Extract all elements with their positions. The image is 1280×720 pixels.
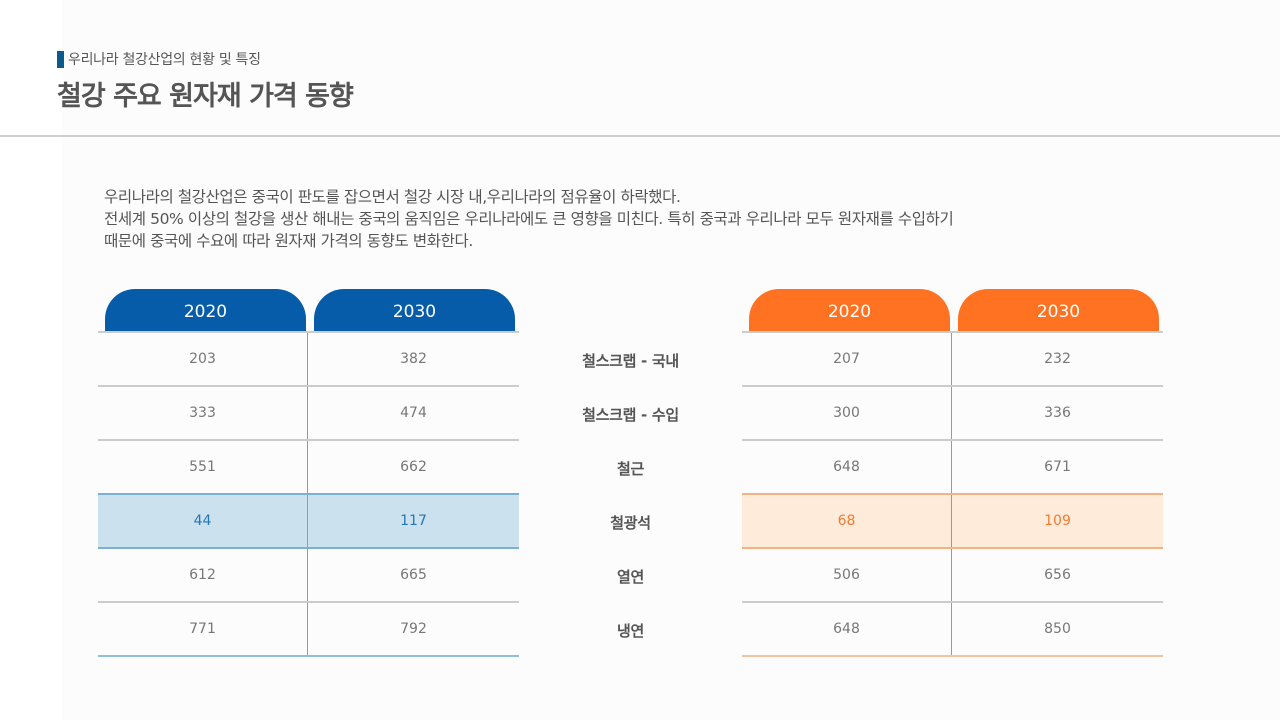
table-row: 648 671 [742,441,1163,495]
table-cell: 792 [400,621,427,637]
highlighted-table-row: 68 109 [742,493,1163,549]
category-label: 철스크랩 - 수입 [582,405,679,424]
column-header-2020: 2020 [105,289,306,331]
table-cell: 474 [400,405,427,421]
table-row: 612 665 [98,549,519,603]
table-cell: 333 [98,387,308,439]
table-cell: 551 [98,441,308,493]
table-cell: 44 [98,495,308,547]
table-row: 648 850 [742,603,1163,657]
category-label: 철광석 [610,513,651,532]
page-title: 철강 주요 원자재 가격 동향 [57,81,354,112]
table-row: 203 382 [98,333,519,387]
table-cell: 68 [742,495,952,547]
table-cell: 506 [742,549,952,601]
category-label: 철스크랩 - 국내 [582,351,679,370]
column-header-2030: 2030 [958,289,1159,331]
table-body: 203 382 333 474 551 662 44 117 612 665 7… [98,331,519,657]
table-cell: 850 [1044,621,1071,637]
table-cell: 336 [1044,405,1071,421]
content-background [62,0,1280,720]
table-cell: 648 [742,603,952,655]
table-cell: 665 [400,567,427,583]
description-line: 때문에 중국에 수요에 따라 원자재 가격의 동향도 변화한다. [104,232,473,250]
table-body: 207 232 300 336 648 671 68 109 506 656 6… [742,331,1163,657]
table-row: 506 656 [742,549,1163,603]
description-line: 전세계 50% 이상의 철강을 생산 해내는 중국의 움직임은 우리나라에도 큰… [104,210,954,228]
accent-bar-icon [57,50,64,68]
table-row: 207 232 [742,333,1163,387]
table-row: 771 792 [98,603,519,657]
description-line: 우리나라의 철강산업은 중국이 판도를 잡으면서 철강 시장 내,우리나라의 점… [104,188,681,206]
highlighted-table-row: 44 117 [98,493,519,549]
category-labels: 철스크랩 - 국내 철스크랩 - 수입 철근 철광석 열연 냉연 [519,333,742,657]
table-header: 2020 2030 [98,289,519,331]
table-cell: 382 [400,351,427,367]
right-price-table: 2020 2030 207 232 300 336 648 671 68 109… [742,289,1163,657]
left-price-table: 2020 2030 203 382 333 474 551 662 44 117… [98,289,519,657]
table-cell: 117 [400,513,427,529]
table-cell: 109 [1044,513,1071,529]
section-subtitle: 우리나라 철강산업의 현황 및 특징 [57,49,261,69]
table-row: 300 336 [742,387,1163,441]
subtitle-text: 우리나라 철강산업의 현황 및 특징 [68,52,261,68]
table-row: 333 474 [98,387,519,441]
column-header-2030: 2030 [314,289,515,331]
table-cell: 662 [400,459,427,475]
category-label: 철근 [616,459,644,478]
table-cell: 671 [1044,459,1071,475]
table-header: 2020 2030 [742,289,1163,331]
table-row: 551 662 [98,441,519,495]
table-cell: 612 [98,549,308,601]
category-label: 열연 [616,567,644,586]
description: 우리나라의 철강산업은 중국이 판도를 잡으면서 철강 시장 내,우리나라의 점… [104,186,1164,252]
table-cell: 771 [98,603,308,655]
table-cell: 648 [742,441,952,493]
table-cell: 300 [742,387,952,439]
header-divider [0,135,1280,137]
table-cell: 203 [98,333,308,385]
table-cell: 232 [1044,351,1071,367]
category-label: 냉연 [616,621,644,640]
column-header-2020: 2020 [749,289,950,331]
table-cell: 656 [1044,567,1071,583]
table-cell: 207 [742,333,952,385]
